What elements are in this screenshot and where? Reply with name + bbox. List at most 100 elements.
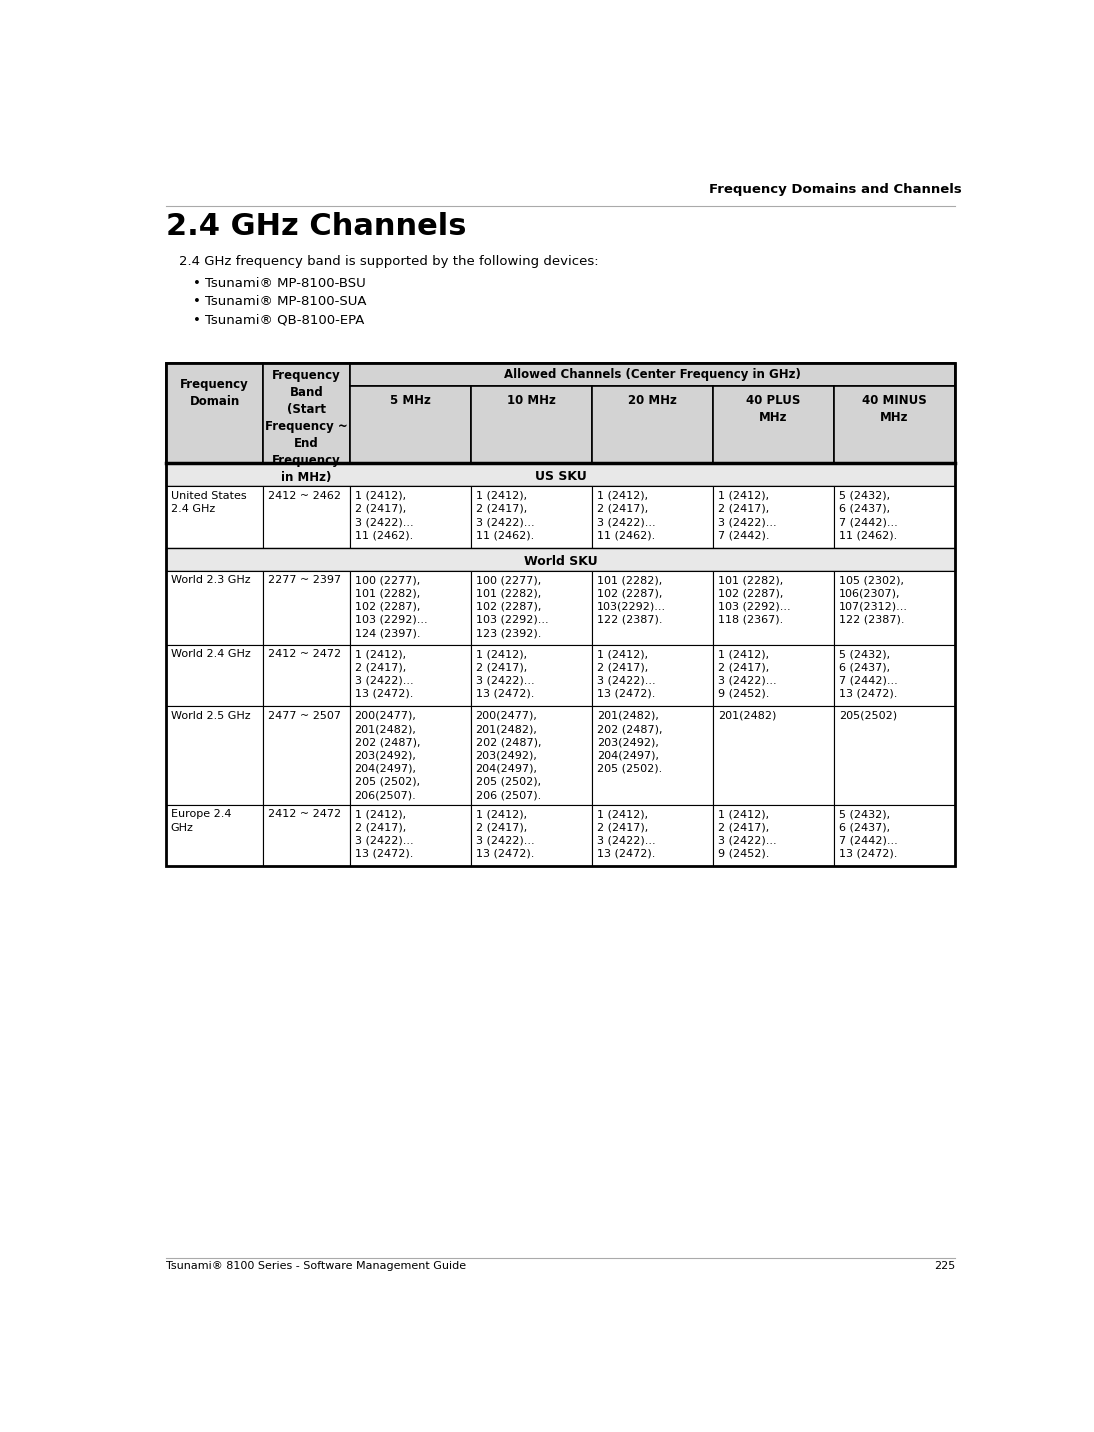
Text: 101 (2282),
102 (2287),
103(2292)...
122 (2387).: 101 (2282), 102 (2287), 103(2292)... 122…: [596, 576, 666, 624]
Bar: [350, 362, 955, 385]
Bar: [263, 644, 350, 706]
Bar: [166, 463, 955, 485]
Text: 20 MHz: 20 MHz: [628, 394, 677, 407]
Text: World 2.3 GHz: World 2.3 GHz: [171, 576, 251, 586]
Text: 10 MHz: 10 MHz: [507, 394, 556, 407]
Text: Frequency
Band
(Start
Frequency ~
End
Frequency
in MHz): Frequency Band (Start Frequency ~ End Fr…: [265, 369, 348, 484]
Bar: [166, 362, 955, 866]
Bar: [166, 547, 955, 571]
Bar: [834, 644, 955, 706]
Text: 1 (2412),
2 (2417),
3 (2422)...
7 (2442).: 1 (2412), 2 (2417), 3 (2422)... 7 (2442)…: [718, 491, 777, 540]
Text: 40 MINUS
MHz: 40 MINUS MHz: [862, 394, 927, 424]
Text: 2.4 GHz Channels: 2.4 GHz Channels: [166, 212, 467, 241]
Bar: [166, 485, 263, 547]
Bar: [592, 805, 713, 866]
Text: Tsunami® MP-8100-SUA: Tsunami® MP-8100-SUA: [205, 295, 366, 308]
Text: Tsunami® 8100 Series - Software Management Guide: Tsunami® 8100 Series - Software Manageme…: [166, 1260, 466, 1270]
Bar: [263, 485, 350, 547]
Bar: [592, 706, 713, 805]
Text: 2477 ~ 2507: 2477 ~ 2507: [268, 710, 340, 720]
Text: 2412 ~ 2472: 2412 ~ 2472: [268, 649, 341, 659]
Text: 205(2502): 205(2502): [839, 710, 897, 720]
Text: 1 (2412),
2 (2417),
3 (2422)...
13 (2472).: 1 (2412), 2 (2417), 3 (2422)... 13 (2472…: [354, 649, 414, 699]
Bar: [834, 385, 955, 463]
Bar: [166, 644, 263, 706]
Text: 2412 ~ 2462: 2412 ~ 2462: [268, 491, 340, 501]
Bar: [713, 644, 834, 706]
Text: 2412 ~ 2472: 2412 ~ 2472: [268, 809, 341, 819]
Text: 101 (2282),
102 (2287),
103 (2292)...
118 (2367).: 101 (2282), 102 (2287), 103 (2292)... 11…: [718, 576, 790, 624]
Text: Europe 2.4
GHz: Europe 2.4 GHz: [171, 809, 231, 832]
Bar: [166, 805, 263, 866]
Text: United States
2.4 GHz: United States 2.4 GHz: [171, 491, 246, 514]
Text: 100 (2277),
101 (2282),
102 (2287),
103 (2292)...
123 (2392).: 100 (2277), 101 (2282), 102 (2287), 103 …: [476, 576, 548, 639]
Text: 201(2482): 201(2482): [718, 710, 776, 720]
Text: Frequency
Domain: Frequency Domain: [181, 378, 249, 408]
Text: 2.4 GHz frequency band is supported by the following devices:: 2.4 GHz frequency band is supported by t…: [179, 255, 600, 268]
Text: Tsunami® MP-8100-BSU: Tsunami® MP-8100-BSU: [205, 276, 365, 289]
Text: 5 (2432),
6 (2437),
7 (2442)...
13 (2472).: 5 (2432), 6 (2437), 7 (2442)... 13 (2472…: [839, 809, 897, 859]
Bar: [713, 385, 834, 463]
Text: Tsunami® QB-8100-EPA: Tsunami® QB-8100-EPA: [205, 314, 364, 326]
Bar: [350, 706, 470, 805]
Text: 1 (2412),
2 (2417),
3 (2422)...
13 (2472).: 1 (2412), 2 (2417), 3 (2422)... 13 (2472…: [476, 809, 534, 859]
Bar: [350, 485, 470, 547]
Bar: [592, 571, 713, 644]
Text: 1 (2412),
2 (2417),
3 (2422)...
13 (2472).: 1 (2412), 2 (2417), 3 (2422)... 13 (2472…: [354, 809, 414, 859]
Text: 1 (2412),
2 (2417),
3 (2422)...
11 (2462).: 1 (2412), 2 (2417), 3 (2422)... 11 (2462…: [596, 491, 655, 540]
Bar: [834, 706, 955, 805]
Bar: [350, 644, 470, 706]
Text: •: •: [193, 295, 200, 308]
Text: 201(2482),
202 (2487),
203(2492),
204(2497),
205 (2502).: 201(2482), 202 (2487), 203(2492), 204(24…: [596, 710, 662, 773]
Bar: [166, 362, 263, 463]
Bar: [470, 485, 592, 547]
Text: Frequency Domains and Channels: Frequency Domains and Channels: [709, 183, 962, 196]
Bar: [713, 706, 834, 805]
Text: World SKU: World SKU: [524, 554, 597, 567]
Bar: [834, 571, 955, 644]
Bar: [713, 571, 834, 644]
Text: 5 (2432),
6 (2437),
7 (2442)...
11 (2462).: 5 (2432), 6 (2437), 7 (2442)... 11 (2462…: [839, 491, 897, 540]
Bar: [470, 706, 592, 805]
Bar: [263, 706, 350, 805]
Text: 1 (2412),
2 (2417),
3 (2422)...
13 (2472).: 1 (2412), 2 (2417), 3 (2422)... 13 (2472…: [596, 649, 655, 699]
Bar: [592, 644, 713, 706]
Text: 5 (2432),
6 (2437),
7 (2442)...
13 (2472).: 5 (2432), 6 (2437), 7 (2442)... 13 (2472…: [839, 649, 897, 699]
Bar: [166, 571, 263, 644]
Text: 1 (2412),
2 (2417),
3 (2422)...
13 (2472).: 1 (2412), 2 (2417), 3 (2422)... 13 (2472…: [596, 809, 655, 859]
Bar: [834, 805, 955, 866]
Text: •: •: [193, 314, 200, 326]
Text: 40 PLUS
MHz: 40 PLUS MHz: [746, 394, 801, 424]
Bar: [470, 644, 592, 706]
Bar: [166, 706, 263, 805]
Bar: [470, 805, 592, 866]
Text: 2277 ~ 2397: 2277 ~ 2397: [268, 576, 341, 586]
Text: •: •: [193, 276, 200, 289]
Text: 100 (2277),
101 (2282),
102 (2287),
103 (2292)...
124 (2397).: 100 (2277), 101 (2282), 102 (2287), 103 …: [354, 576, 427, 639]
Text: 225: 225: [934, 1260, 955, 1270]
Bar: [263, 805, 350, 866]
Bar: [350, 385, 470, 463]
Bar: [592, 485, 713, 547]
Text: 1 (2412),
2 (2417),
3 (2422)...
9 (2452).: 1 (2412), 2 (2417), 3 (2422)... 9 (2452)…: [718, 649, 777, 699]
Bar: [592, 385, 713, 463]
Text: 200(2477),
201(2482),
202 (2487),
203(2492),
204(2497),
205 (2502),
206(2507).: 200(2477), 201(2482), 202 (2487), 203(24…: [354, 710, 420, 800]
Text: 105 (2302),
106(2307),
107(2312)...
122 (2387).: 105 (2302), 106(2307), 107(2312)... 122 …: [839, 576, 908, 624]
Text: 1 (2412),
2 (2417),
3 (2422)...
9 (2452).: 1 (2412), 2 (2417), 3 (2422)... 9 (2452)…: [718, 809, 777, 859]
Bar: [263, 571, 350, 644]
Text: 1 (2412),
2 (2417),
3 (2422)...
11 (2462).: 1 (2412), 2 (2417), 3 (2422)... 11 (2462…: [354, 491, 414, 540]
Text: US SKU: US SKU: [535, 470, 586, 483]
Bar: [470, 571, 592, 644]
Text: 5 MHz: 5 MHz: [389, 394, 431, 407]
Text: 200(2477),
201(2482),
202 (2487),
203(2492),
204(2497),
205 (2502),
206 (2507).: 200(2477), 201(2482), 202 (2487), 203(24…: [476, 710, 542, 800]
Bar: [713, 485, 834, 547]
Bar: [834, 485, 955, 547]
Text: 1 (2412),
2 (2417),
3 (2422)...
11 (2462).: 1 (2412), 2 (2417), 3 (2422)... 11 (2462…: [476, 491, 534, 540]
Text: World 2.4 GHz: World 2.4 GHz: [171, 649, 251, 659]
Bar: [713, 805, 834, 866]
Bar: [350, 805, 470, 866]
Text: World 2.5 GHz: World 2.5 GHz: [171, 710, 251, 720]
Text: 1 (2412),
2 (2417),
3 (2422)...
13 (2472).: 1 (2412), 2 (2417), 3 (2422)... 13 (2472…: [476, 649, 534, 699]
Bar: [470, 385, 592, 463]
Bar: [263, 362, 350, 463]
